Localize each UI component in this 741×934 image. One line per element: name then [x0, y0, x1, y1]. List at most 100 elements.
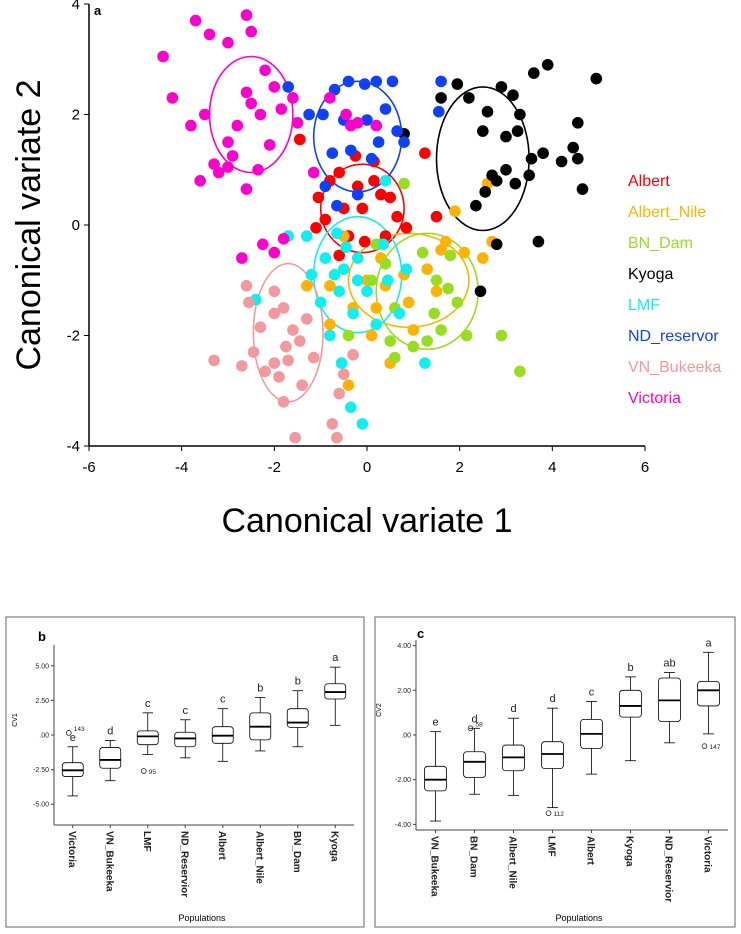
- point-nd-reservor-11: [365, 152, 378, 165]
- point-vn-bukeeka-2: [254, 321, 267, 334]
- point-bn-dam-7: [430, 274, 443, 287]
- outlier-label: 95: [149, 769, 157, 776]
- point-albert-9: [375, 188, 387, 201]
- box-albert-nile: b Albert_Nile: [249, 683, 272, 884]
- point-victoria-6: [166, 92, 179, 104]
- box-lmf: d LMF: [541, 693, 564, 857]
- point-victoria-25: [277, 233, 290, 245]
- point-bn-dam-11: [384, 335, 397, 347]
- y-axis-title: Canonical variate 2: [10, 79, 48, 370]
- point-albert-13: [358, 235, 371, 248]
- point-kyoga-16: [567, 141, 579, 154]
- point-lmf-2: [351, 252, 364, 264]
- iqr-box: [136, 730, 159, 746]
- point-kyoga-30: [572, 152, 584, 165]
- category-label-vn-bukeeka: VN_Bukeeka: [103, 831, 114, 892]
- point-nd-reservor-2: [358, 78, 371, 90]
- box-bn-dam: d BN_Dam: [463, 713, 486, 878]
- x-tick-label--4: -4: [175, 459, 188, 476]
- category-label-bn-dam: BN_Dam: [291, 831, 302, 873]
- box-victoria: a Victoria: [697, 637, 720, 873]
- point-victoria-33: [240, 183, 253, 195]
- y-axis-ticks: -4 -2 0 2 4: [67, 0, 89, 455]
- point-kyoga-2: [463, 92, 475, 104]
- point-kyoga-0: [435, 92, 447, 104]
- point-bn-dam-6: [416, 246, 429, 259]
- point-vn-bukeeka-12: [296, 379, 308, 392]
- point-albert-nile-19: [435, 244, 447, 256]
- y-tick-label: .00: [39, 733, 49, 740]
- category-label-victoria: Victoria: [702, 836, 713, 873]
- point-victoria-19: [291, 117, 304, 129]
- point-lmf-13: [324, 329, 336, 342]
- point-kyoga-17: [576, 183, 589, 195]
- point-albert-21: [430, 210, 443, 223]
- iqr-box: [463, 751, 486, 778]
- point-victoria-13: [245, 97, 257, 110]
- point-kyoga-25: [470, 199, 482, 212]
- point-victoria-5: [245, 25, 257, 38]
- point-albert-nile-0: [449, 205, 461, 217]
- outlier-marker: [467, 725, 474, 732]
- point-vn-bukeeka-3: [268, 285, 281, 298]
- x-tick-label--6: -6: [82, 459, 95, 476]
- point-nd-reservor-12: [398, 136, 410, 148]
- point-victoria-14: [254, 108, 267, 121]
- y-tick-label: -2.00: [395, 777, 411, 784]
- x-axis-ticks: -6 -4 -2 0 2 4 6: [82, 446, 649, 476]
- panel-c-label: c: [417, 626, 424, 641]
- point-victoria-3: [222, 36, 234, 49]
- panel-c-y-title: CV2: [376, 703, 383, 717]
- box-victoria: e Victoria: [61, 732, 84, 868]
- group-letter: c: [589, 686, 595, 698]
- point-lmf-6: [400, 263, 413, 276]
- group-letter: c: [220, 694, 226, 706]
- point-lmf-20: [301, 230, 313, 242]
- point-victoria-36: [370, 119, 383, 132]
- point-lmf-14: [351, 274, 364, 287]
- point-bn-dam-1: [444, 249, 457, 262]
- point-lmf-0: [331, 227, 343, 240]
- panel-b-label: b: [38, 629, 46, 644]
- point-albert-nile-6: [402, 296, 415, 309]
- point-lmf-24: [314, 296, 327, 309]
- group-letter: e: [70, 732, 76, 744]
- point-victoria-22: [194, 175, 206, 187]
- point-albert-nile-7: [421, 263, 434, 276]
- point-vn-bukeeka-7: [301, 313, 313, 325]
- point-lmf-5: [382, 274, 394, 287]
- point-vn-bukeeka-18: [240, 280, 253, 292]
- category-label-vn-bukeeka: VN_Bukeeka: [429, 836, 440, 897]
- box-bn-dam: b BN_Dam: [286, 676, 309, 873]
- point-kyoga-22: [490, 175, 503, 187]
- point-kyoga-23: [509, 177, 522, 190]
- point-vn-bukeeka-4: [277, 302, 290, 314]
- canonical-points: [157, 9, 603, 444]
- x-tick-label-6: 6: [641, 459, 649, 476]
- iqr-box: [541, 741, 564, 769]
- y-tick-label-4: 4: [72, 0, 80, 13]
- point-bn-dam-5: [460, 329, 473, 342]
- point-kyoga-4: [495, 81, 508, 93]
- box-vn-bukeeka: d VN_Bukeeka: [99, 726, 122, 892]
- panel-b-x-title: Populations: [178, 913, 226, 923]
- point-lmf-7: [377, 238, 390, 251]
- point-vn-bukeeka-0: [243, 296, 255, 309]
- point-vn-bukeeka-20: [331, 431, 343, 444]
- point-kyoga-12: [500, 130, 512, 143]
- outlier-label: 58: [476, 721, 484, 728]
- y-tick-label--2: -2: [67, 328, 80, 345]
- point-vn-bukeeka-11: [273, 371, 285, 383]
- point-lmf-9: [319, 252, 332, 264]
- point-lmf-25: [333, 285, 346, 298]
- group-letter: d: [107, 726, 113, 738]
- iqr-box: [697, 680, 720, 707]
- point-vn-bukeeka-19: [280, 340, 292, 353]
- point-albert-14: [333, 249, 346, 262]
- point-nd-reservor-10: [345, 144, 357, 157]
- point-albert-20: [333, 166, 346, 179]
- legend-vn-bukeeka: VN_Bukeeka: [628, 359, 721, 376]
- point-kyoga-8: [541, 59, 554, 71]
- legend-bn-dam: BN_Dam: [628, 235, 693, 252]
- point-vn-bukeeka-8: [307, 351, 320, 364]
